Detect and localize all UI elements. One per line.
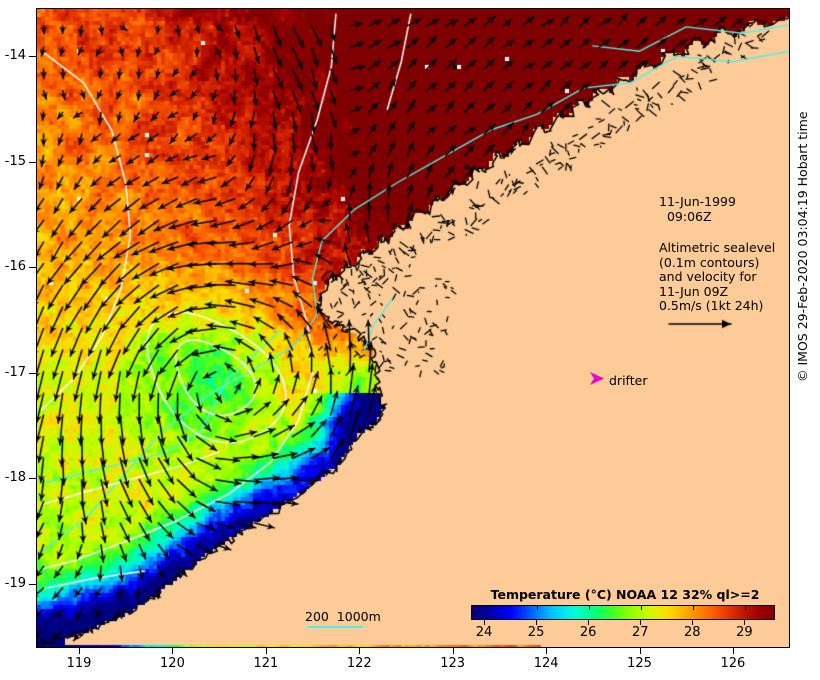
x-axis-label: 119 [66,656,92,671]
colorbar-tick-top [641,606,643,610]
x-axis-tick [265,647,267,654]
date-stamp: 11-Jun-1999 09:06Z [659,194,736,224]
x-axis-label: 121 [253,656,279,671]
colorbar: Temperature (°C) NOAA 12 32% ql>=2 24 25 2… [469,587,781,641]
y-axis-tick [29,267,36,269]
x-axis-tick [452,647,454,654]
x-axis-label: 126 [720,656,746,671]
y-axis-tick [29,372,36,374]
colorbar-ticks [471,620,775,625]
copyright-credit: © IMOS 29-Feb-2020 03:04:19 Hobart time [795,111,810,382]
x-axis-label: 125 [627,656,652,671]
drifter-label: drifter [609,373,648,388]
drifter-marker-icon [590,372,604,385]
colorbar-tick-label: 28 [684,625,701,640]
x-axis-label: 123 [440,656,466,671]
colorbar-tick [484,620,486,625]
y-axis-label: -16 [4,259,26,275]
y-axis-tick [29,478,36,480]
altimetry-annotation: Altimetric sealevel (0.1m contours) and … [659,240,776,313]
y-axis-label: -18 [4,470,26,486]
colorbar-tick [640,620,642,625]
x-axis-tick [639,647,641,654]
x-axis-label: 122 [346,656,372,671]
colorbar-tick [588,620,590,625]
colorbar-tick-label: 24 [475,625,493,640]
map-plot-area[interactable]: 11-Jun-1999 09:06Z Altimetric sealevel (… [36,8,790,648]
y-axis-tick [29,161,36,163]
y-axis-label: -15 [4,153,26,169]
colorbar-tick-top [589,606,591,610]
colorbar-tick-top [745,606,747,610]
colorbar-tick-label: 27 [631,625,649,640]
y-axis-tick [29,583,36,585]
colorbar-tick-top [485,606,487,610]
depth-scale-line [307,626,363,628]
colorbar-tick-labels: 24 25 26 27 28 29 [471,625,775,641]
colorbar-title: Temperature (°C) NOAA 12 32% ql>=2 [490,587,760,602]
x-axis-tick [172,647,174,654]
colorbar-tick [692,620,694,625]
colorbar-tick-top [693,606,695,610]
x-axis-tick [359,647,361,654]
colorbar-tick-label: 26 [579,625,597,640]
colorbar-tick [744,620,746,625]
depth-scale-legend: 200 1000m [305,609,381,628]
x-axis-label: 124 [533,656,559,671]
colorbar-tick-label: 25 [527,625,545,640]
colorbar-tick-label: 29 [736,625,753,640]
y-axis-label: -19 [4,575,26,591]
x-axis-tick [546,647,548,654]
map-overlay-layer [37,9,789,647]
y-axis-label: -14 [4,48,26,64]
y-axis-tick [29,56,36,58]
x-axis-tick [732,647,734,654]
x-axis-tick [79,647,81,654]
x-axis-label: 120 [160,656,185,671]
depth-scale-label: 200 1000m [305,609,381,624]
colorbar-gradient [471,605,775,620]
colorbar-tick-top [537,606,539,610]
colorbar-tick [536,620,538,625]
y-axis-label: -17 [4,364,26,380]
